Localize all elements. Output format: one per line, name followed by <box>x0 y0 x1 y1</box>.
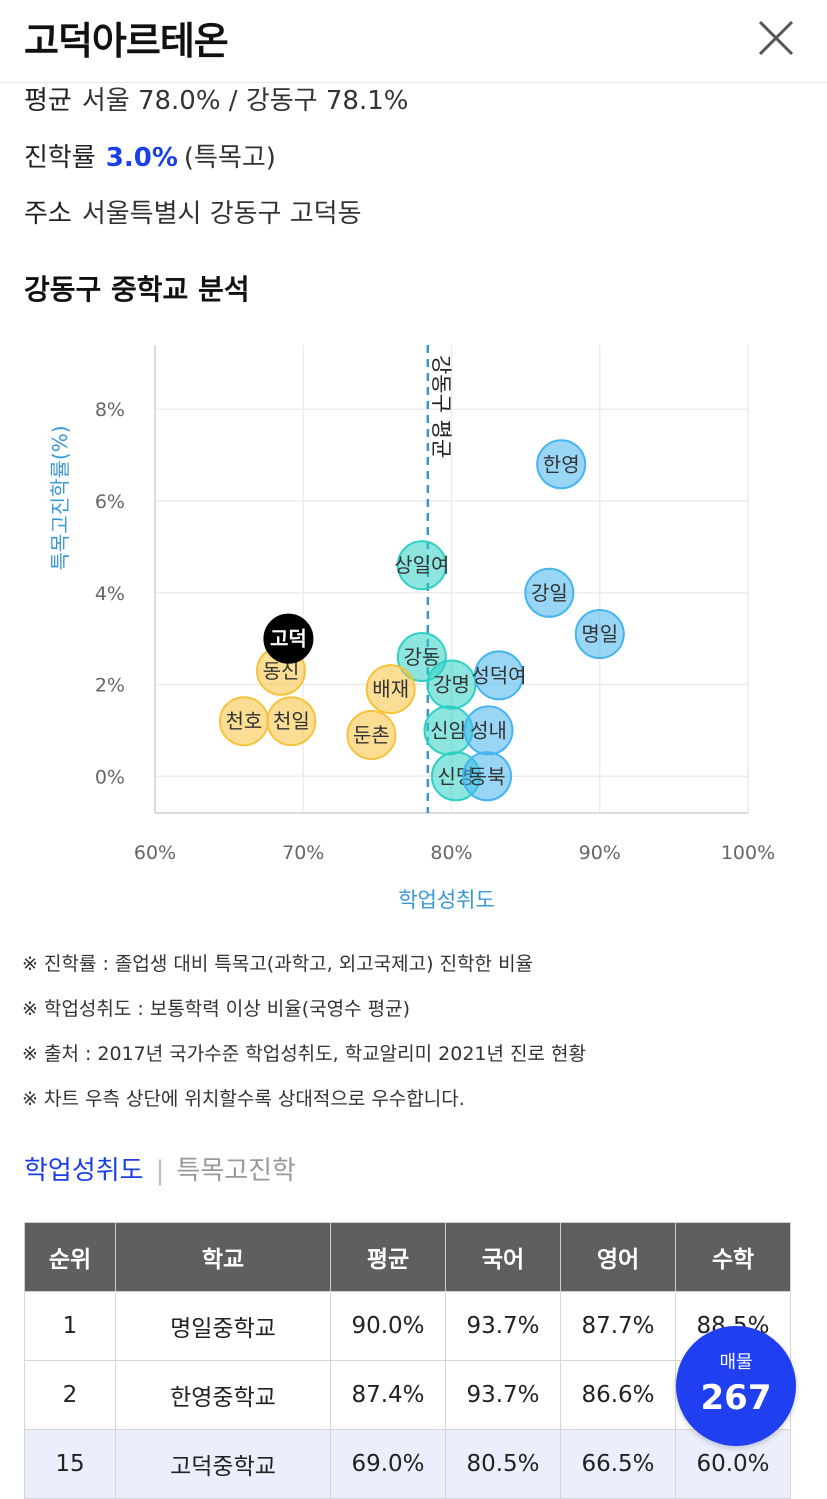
point-천일 <box>266 696 317 747</box>
point-성덕여 <box>473 650 524 701</box>
point-둔촌 <box>346 710 397 760</box>
y-tick-label: 4% <box>95 583 125 605</box>
average-line-label: 강동구 평균 <box>429 355 453 458</box>
point-배재 <box>365 664 416 715</box>
point-label: 성내 <box>470 718 507 742</box>
close-icon[interactable] <box>752 14 800 62</box>
note-achievement: ※ 학업성취도 : 보통학력 이상 비율(국영수 평균) <box>22 998 411 1020</box>
table-row-current-school[interactable]: 15 고덕중학교 69.0% 80.5% 66.5% 60.0% <box>24 1429 791 1499</box>
point-label: 천호 <box>226 709 263 733</box>
section-title: 강동구 중학교 분석 <box>24 273 250 306</box>
listings-button[interactable]: 매물 267 <box>676 1326 796 1446</box>
x-tick-label: 80% <box>430 842 472 864</box>
x-tick-label: 70% <box>282 842 324 864</box>
y-axis-title: 특목고진학률(%) <box>48 425 72 570</box>
header-average: 평균 <box>330 1222 446 1292</box>
cell-korean: 93.7% <box>445 1360 561 1430</box>
point-label: 천일 <box>273 709 310 733</box>
point-label: 신암 <box>430 718 467 742</box>
chart-axes: 0% 2% 4% 6% 8% 60% 70% 80% 90% 100% <box>95 345 775 864</box>
point-label: 상일여 <box>394 553 449 577</box>
cell-average: 69.0% <box>330 1429 446 1499</box>
page-title: 고덕아르테온 <box>24 19 229 63</box>
cell-rank: 1 <box>24 1291 116 1361</box>
point-label: 고덕 <box>270 627 307 651</box>
rate-info: 진학률 3.0% (특목고) <box>24 137 276 174</box>
average-key: 평균 <box>24 86 72 116</box>
rate-suffix: (특목고) <box>183 143 276 173</box>
cell-korean: 80.5% <box>445 1429 561 1499</box>
cell-english: 87.7% <box>560 1291 676 1361</box>
address-key: 주소 <box>24 199 72 229</box>
cell-rank: 15 <box>24 1429 116 1499</box>
point-label: 한영 <box>543 452 580 476</box>
cell-korean: 93.7% <box>445 1291 561 1361</box>
tab-achievement[interactable]: 학업성취도 <box>24 1156 144 1186</box>
listings-count: 267 <box>700 1378 772 1418</box>
tab-special-school[interactable]: 특목고진학 <box>176 1156 296 1186</box>
tab-separator: | <box>155 1156 165 1186</box>
table-row[interactable]: 2 한영중학교 87.4% 93.7% 86.6% <box>24 1360 791 1430</box>
rate-value: 3.0% <box>105 143 178 173</box>
address-value: 서울특별시 강동구 고덕동 <box>81 199 362 229</box>
header-rank: 순위 <box>24 1222 116 1292</box>
note-position: ※ 차트 우측 상단에 위치할수록 상대적으로 우수합니다. <box>22 1088 465 1110</box>
point-한영 <box>536 439 587 490</box>
cell-school: 명일중학교 <box>115 1291 331 1361</box>
cell-school: 고덕중학교 <box>115 1429 331 1499</box>
point-강일 <box>524 567 575 618</box>
cell-english: 66.5% <box>560 1429 676 1499</box>
average-line-group: 강동구 평균 <box>426 345 453 813</box>
point-label: 동북 <box>469 764 506 788</box>
average-value: 서울 78.0% / 강동구 78.1% <box>81 86 409 116</box>
point-고덕 <box>263 613 314 664</box>
address-info: 주소 서울특별시 강동구 고덕동 <box>24 193 362 230</box>
note-rate: ※ 진학률 : 졸업생 대비 특목고(과학고, 외고국제고) 진학한 비율 <box>22 953 534 975</box>
scatter-chart: 0% 2% 4% 6% 8% 60% 70% 80% 90% 100% 강동구 평균 한영강일명일… <box>48 345 775 912</box>
axis-labels: 학업성취도 특목고진학률(%) <box>48 425 495 912</box>
x-tick-label: 60% <box>134 842 176 864</box>
cell-school: 한영중학교 <box>115 1360 331 1430</box>
point-label: 성덕여 <box>471 663 526 687</box>
point-label: 강일 <box>531 581 568 605</box>
x-tick-label: 90% <box>579 842 621 864</box>
average-info: 평균 서울 78.0% / 강동구 78.1% <box>24 80 408 117</box>
x-axis-title: 학업성취도 <box>398 888 495 912</box>
notes: ※ 진학률 : 졸업생 대비 특목고(과학고, 외고국제고) 진학한 비율 ※ … <box>22 950 586 1130</box>
y-tick-label: 0% <box>95 766 125 788</box>
header-english: 영어 <box>560 1222 676 1292</box>
x-tick-label: 100% <box>721 842 775 864</box>
cell-average: 90.0% <box>330 1291 446 1361</box>
header-korean: 국어 <box>445 1222 561 1292</box>
point-명일 <box>574 609 625 660</box>
cell-english: 86.6% <box>560 1360 676 1430</box>
table-header-row: 순위 학교 평균 국어 영어 수학 <box>24 1222 791 1292</box>
point-동북 <box>462 751 513 802</box>
cell-rank: 2 <box>24 1360 116 1430</box>
point-label: 강동 <box>403 645 440 669</box>
point-label: 둔촌 <box>353 723 390 747</box>
header: 고덕아르테온 <box>0 0 827 83</box>
listings-label: 매물 <box>719 1352 753 1373</box>
header-school: 학교 <box>115 1222 331 1292</box>
cell-average: 87.4% <box>330 1360 446 1430</box>
y-tick-label: 8% <box>95 399 125 421</box>
y-tick-label: 6% <box>95 491 125 513</box>
point-label: 강명 <box>433 673 470 697</box>
point-label: 배재 <box>372 677 409 701</box>
point-label: 명일 <box>581 622 618 646</box>
y-tick-label: 2% <box>95 675 125 697</box>
rate-key: 진학률 <box>24 143 96 173</box>
note-source: ※ 출처 : 2017년 국가수준 학업성취도, 학교알리미 2021년 진로 … <box>22 1043 586 1065</box>
tabs: 학업성취도 | 특목고진학 <box>24 1150 296 1187</box>
point-상일여 <box>396 540 447 591</box>
header-math: 수학 <box>675 1222 791 1292</box>
